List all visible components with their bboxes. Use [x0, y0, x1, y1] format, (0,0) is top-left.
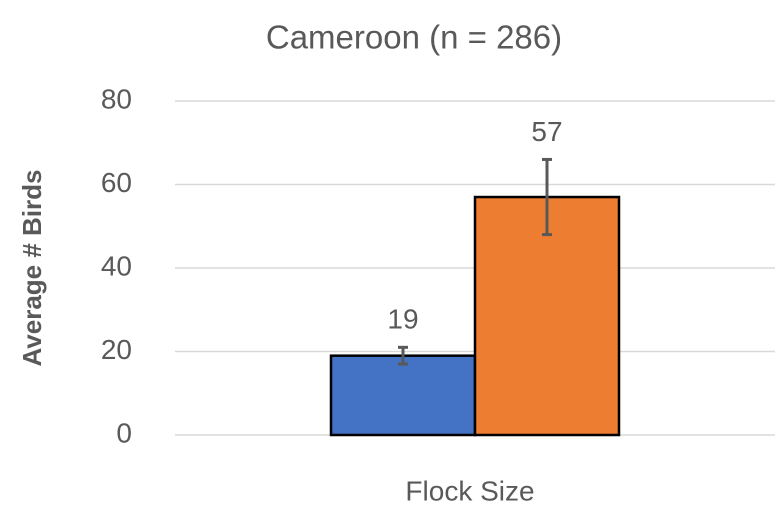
chart-title: Cameroon (n = 286): [266, 19, 562, 56]
y-tick-label: 60: [101, 167, 132, 198]
y-tick-label: 80: [101, 83, 132, 114]
bar: [329, 354, 477, 437]
y-tick-label: 40: [101, 250, 132, 281]
bar: [473, 195, 621, 437]
error-bar: [542, 157, 552, 237]
data-label: 57: [531, 116, 562, 147]
y-axis-label: Average # Birds: [17, 169, 47, 366]
y-tick-label: 0: [116, 417, 132, 448]
y-tick-label: 20: [101, 334, 132, 365]
error-bar: [398, 345, 408, 366]
data-label: 19: [387, 304, 418, 335]
x-axis-label: Flock Size: [405, 475, 534, 506]
